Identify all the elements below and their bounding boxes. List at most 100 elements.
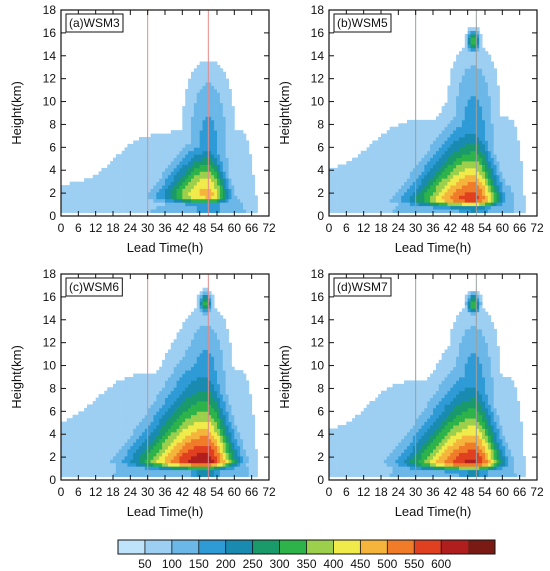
field-cell — [248, 161, 253, 165]
field-cell — [459, 58, 463, 62]
field-cell — [133, 387, 137, 392]
field-cell — [130, 191, 134, 196]
field-cell — [199, 143, 203, 148]
panel-label: (b)WSM5 — [337, 16, 388, 30]
field-cell — [101, 401, 105, 405]
field-cell — [355, 164, 359, 169]
field-cell — [225, 116, 229, 121]
field-cell — [95, 473, 99, 477]
field-cell — [188, 116, 192, 121]
field-cell — [493, 140, 497, 145]
field-cell — [115, 191, 120, 196]
field-cell — [461, 78, 466, 83]
field-cell — [127, 445, 131, 450]
field-cell — [118, 188, 123, 193]
field-cell — [386, 140, 391, 145]
field-cell — [170, 164, 175, 169]
field-cell — [69, 188, 73, 193]
field-cell — [153, 137, 157, 141]
field-cell — [81, 473, 85, 477]
field-cell — [179, 209, 183, 213]
field-cell — [412, 174, 417, 179]
field-cell — [208, 164, 212, 169]
field-cell — [199, 161, 203, 165]
field-cell — [179, 435, 183, 440]
field-cell — [487, 195, 492, 200]
field-cell — [225, 126, 229, 131]
field-cell — [136, 167, 140, 172]
field-cell — [357, 202, 362, 207]
field-cell — [176, 359, 180, 364]
field-cell — [188, 349, 192, 354]
field-cell — [170, 401, 175, 405]
field-cell — [487, 119, 492, 124]
field-cell — [95, 421, 99, 426]
field-cell — [464, 82, 469, 86]
field-cell — [516, 205, 521, 210]
field-cell — [464, 185, 469, 189]
field-cell — [147, 390, 151, 395]
field-cell — [415, 119, 419, 124]
field-cell — [121, 401, 125, 405]
field-cell — [147, 459, 151, 464]
field-cell — [208, 157, 212, 162]
field-cell — [92, 449, 97, 453]
field-cell — [165, 352, 169, 357]
field-cell — [222, 95, 227, 100]
field-cell — [165, 445, 169, 450]
field-cell — [464, 164, 469, 169]
field-cell — [493, 195, 497, 200]
field-cell — [240, 191, 244, 196]
field-cell — [211, 181, 215, 186]
field-cell — [101, 188, 105, 193]
field-cell — [511, 202, 515, 207]
field-cell — [490, 130, 495, 134]
field-cell — [225, 164, 229, 169]
field-cell — [205, 92, 209, 97]
field-cell — [395, 161, 399, 165]
field-cell — [476, 209, 480, 213]
field-cell — [110, 449, 114, 453]
field-cell — [473, 167, 477, 172]
field-cell — [453, 113, 457, 117]
field-cell — [248, 174, 253, 179]
field-cell — [459, 150, 463, 155]
field-cell — [156, 414, 160, 419]
field-cell — [231, 154, 235, 159]
field-cell — [89, 455, 94, 460]
field-cell — [75, 188, 79, 193]
field-cell — [470, 188, 474, 193]
field-cell — [188, 174, 192, 179]
field-cell — [176, 442, 180, 447]
field-cell — [78, 205, 82, 210]
field-cell — [121, 407, 125, 412]
field-cell — [476, 185, 480, 189]
field-cell — [98, 195, 102, 200]
field-cell — [75, 442, 79, 447]
field-cell — [124, 164, 128, 169]
field-cell — [479, 147, 483, 152]
field-cell — [92, 404, 97, 409]
field-cell — [441, 119, 445, 124]
field-cell — [110, 407, 114, 412]
field-cell — [176, 346, 180, 350]
field-cell — [389, 147, 393, 152]
field-cell — [513, 143, 518, 148]
field-cell — [464, 137, 469, 141]
field-cell — [254, 195, 258, 200]
field-cell — [92, 442, 97, 447]
field-cell — [199, 64, 203, 69]
field-cell — [202, 147, 206, 152]
field-cell — [156, 425, 160, 429]
field-cell — [150, 137, 154, 141]
field-cell — [130, 205, 134, 210]
field-cell — [63, 462, 68, 467]
field-cell — [447, 178, 451, 183]
field-cell — [107, 462, 111, 467]
field-cell — [121, 161, 125, 165]
field-cell — [231, 133, 235, 138]
field-cell — [141, 462, 146, 467]
field-cell — [81, 191, 85, 196]
field-cell — [196, 164, 201, 169]
field-cell — [496, 209, 500, 213]
